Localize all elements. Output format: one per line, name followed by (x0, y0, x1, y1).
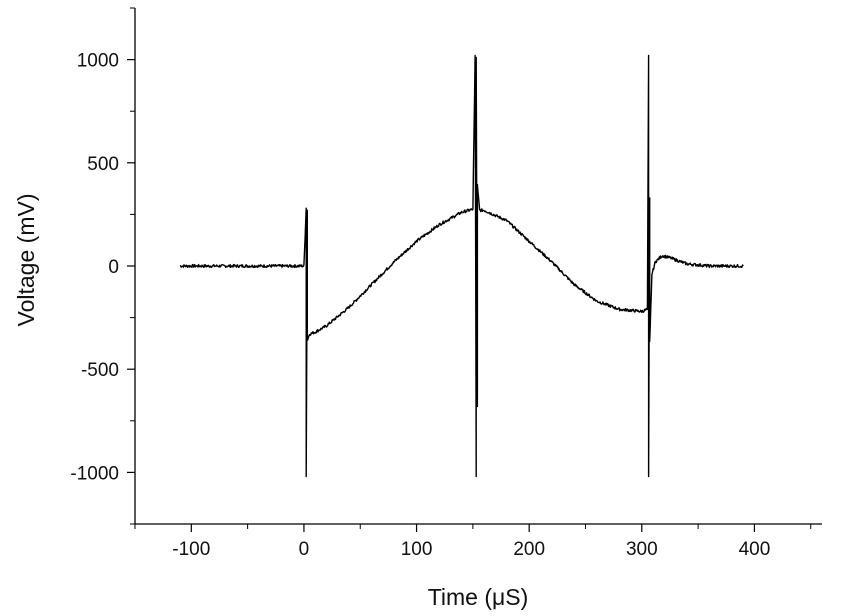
x-tick-label: 0 (299, 539, 310, 560)
x-tick-label: 300 (626, 539, 658, 560)
x-axis-label: Time (μS) (428, 584, 529, 610)
y-tick-label: -1000 (70, 463, 119, 484)
y-tick-label: 0 (108, 257, 119, 278)
x-tick-label: 400 (739, 539, 771, 560)
ticks (127, 7, 812, 532)
x-tick-label: 100 (401, 539, 433, 560)
x-tick-label: 200 (513, 539, 545, 560)
y-tick-label: 1000 (77, 51, 119, 72)
y-tick-label: -500 (81, 360, 119, 381)
x-tick-label: -100 (172, 539, 210, 560)
y-axis-label: Voltage (mV) (13, 194, 39, 327)
y-tick-label: 500 (87, 154, 119, 175)
voltage-trace-line (179, 54, 744, 478)
